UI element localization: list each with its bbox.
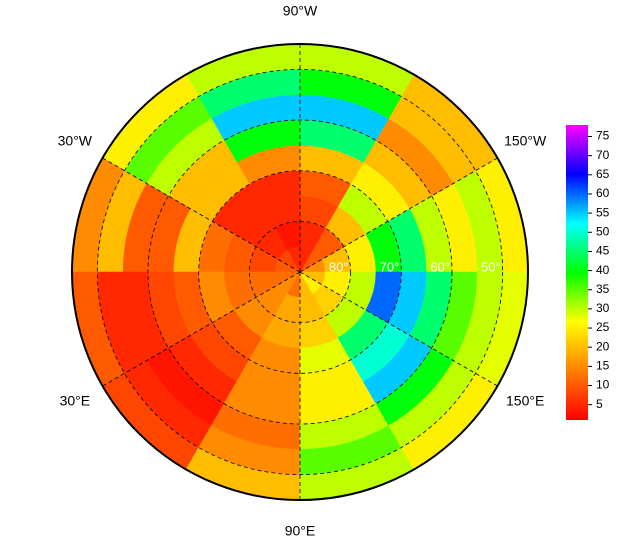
longitude-label: 30°E: [60, 393, 91, 409]
longitude-label: 90°W: [283, 3, 318, 19]
latitude-label: 80°: [329, 259, 349, 274]
latitude-label: 70°: [380, 259, 400, 274]
longitude-label: 150°E: [506, 393, 544, 409]
colorbar-scale: [566, 125, 588, 420]
meridian: [102, 271, 301, 387]
colorbar-tick-label: 40: [596, 263, 610, 277]
latitude-label: 50°: [481, 259, 501, 274]
colorbar: 5 10 15 20 25 30 35 40 45 50 55 60 65 70 75: [566, 125, 610, 420]
longitude-label: 90°E: [285, 523, 316, 539]
latitude-circle: [96, 68, 504, 476]
colorbar-tick-label: 20: [596, 339, 610, 353]
meridian: [102, 157, 301, 273]
latitude-label: 60°: [430, 259, 450, 274]
colorbar-tick-label: 30: [596, 301, 610, 315]
meridian: [299, 271, 498, 387]
longitude-label: 150°W: [504, 133, 547, 149]
colorbar-tick-label: 50: [596, 224, 610, 238]
latitude-circle: [147, 119, 453, 425]
colorbar-tick-label: 5: [596, 397, 603, 411]
colorbar-tick-label: 55: [596, 205, 610, 219]
colorbar-tick-label: 10: [596, 378, 610, 392]
colorbar-tick-label: 65: [596, 167, 610, 181]
colorbar-tick-label: 35: [596, 282, 610, 296]
colorbar-tick-label: 75: [596, 129, 610, 143]
longitude-label: 30°W: [58, 133, 93, 149]
meridian: [299, 157, 498, 273]
colorbar-tick-label: 45: [596, 244, 610, 258]
colorbar-tick-label: 25: [596, 320, 610, 334]
labels: 80° 70° 60° 50° 90°W 150°W 150°E 90°E 30°E 30°W: [58, 3, 547, 539]
colorbar-tick-label: 60: [596, 186, 610, 200]
colorbar-tick-label: 15: [596, 359, 610, 373]
graticule: [71, 43, 529, 501]
colorbar-tick-label: 70: [596, 148, 610, 162]
